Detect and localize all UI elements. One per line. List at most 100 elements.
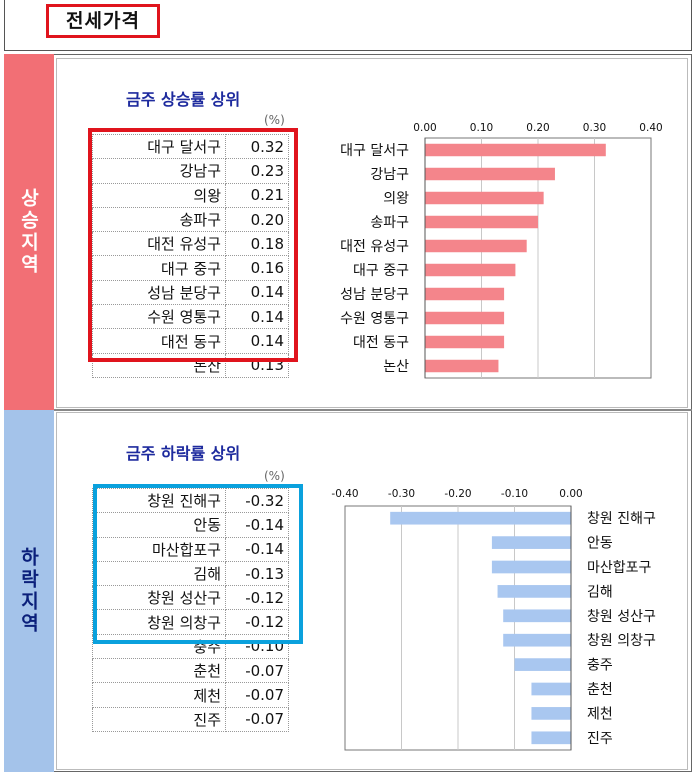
fall-table-row: 진주 -0.07: [92, 706, 289, 732]
rise-chart-category-label: 수원 영통구: [340, 311, 409, 327]
fall-chart-category-label: 제천: [587, 706, 613, 722]
fall-region-name: 제천: [92, 682, 226, 708]
rise-chart-bar: [425, 143, 606, 157]
rise-region-value: 0.18: [225, 231, 289, 257]
fall-chart-tick-label: -0.40: [331, 488, 358, 500]
fall-table: 창원 진해구 -0.32 안동 -0.14 마산합포구 -0.14 김해 -0.13 창원 성산…: [92, 487, 289, 732]
fall-chart-category-label: 충주: [587, 658, 613, 674]
rise-table-row: 논산 0.13: [92, 352, 289, 378]
rise-chart-bar: [425, 359, 499, 373]
rise-chart-bar: [425, 191, 544, 205]
rise-table-row: 대전 유성구 0.18: [92, 231, 289, 257]
fall-region-name: 창원 의창구: [92, 609, 226, 635]
fall-chart-category-label: 창원 의창구: [587, 633, 656, 649]
fall-chart-category-label: 마산합포구: [587, 560, 652, 576]
rise-chart-category-label: 대전 유성구: [340, 239, 409, 255]
rise-table-row: 수원 영통구 0.14: [92, 304, 289, 330]
rise-chart-category-label: 의왕: [383, 191, 409, 207]
page-title: 전세가격: [46, 4, 160, 38]
fall-chart-category-label: 진주: [587, 731, 613, 747]
rise-region-value: 0.20: [225, 206, 289, 233]
fall-region-value: -0.12: [225, 609, 289, 635]
fall-region-name: 김해: [92, 560, 226, 587]
rise-chart-tick-label: 0.30: [583, 122, 606, 134]
fall-region-value: -0.07: [225, 682, 289, 708]
rise-region-value: 0.32: [225, 133, 289, 160]
rise-table-row: 성남 분당구 0.14: [92, 279, 289, 306]
rise-chart-bar: [425, 311, 505, 325]
fall-chart-bar: [497, 585, 571, 598]
fall-table-row: 창원 의창구 -0.12: [92, 609, 289, 635]
fall-chart-category-label: 창원 진해구: [587, 511, 656, 527]
header-bar: [4, 0, 692, 51]
rise-band: 상승지역: [4, 54, 54, 410]
fall-chart-tick-label: -0.10: [501, 488, 528, 500]
rise-chart-bar: [425, 263, 516, 277]
fall-region-value: -0.14: [225, 536, 289, 562]
rise-region-name: 대전 유성구: [92, 231, 226, 257]
fall-region-name: 춘천: [92, 658, 226, 684]
fall-region-name: 창원 성산구: [92, 585, 226, 611]
fall-chart-tick-label: 0.00: [559, 488, 582, 500]
rise-table-row: 대구 중구 0.16: [92, 255, 289, 281]
fall-chart-bar: [531, 707, 571, 720]
rise-chart-bar: [425, 215, 538, 229]
rise-chart-category-label: 송파구: [370, 215, 409, 231]
fall-table-row: 마산합포구 -0.14: [92, 536, 289, 562]
rise-chart-tick-label: 0.20: [526, 122, 549, 134]
rise-chart-tick-label: 0.10: [470, 122, 493, 134]
fall-band-label: 하락지역: [17, 547, 40, 635]
fall-region-name: 진주: [92, 706, 226, 732]
rise-region-value: 0.16: [225, 255, 289, 281]
fall-section-title: 금주 하락률 상위: [126, 444, 241, 463]
fall-chart-tick-label: -0.20: [444, 488, 471, 500]
fall-table-row: 창원 성산구 -0.12: [92, 585, 289, 611]
rise-region-name: 성남 분당구: [92, 279, 226, 306]
fall-chart-bar: [531, 731, 571, 745]
fall-chart-category-label: 안동: [587, 536, 613, 552]
rise-unit: (%): [264, 113, 285, 127]
rise-chart-bar: [425, 167, 555, 181]
rise-chart-category-label: 대구 달서구: [340, 143, 409, 159]
fall-chart-bar: [514, 658, 571, 671]
rise-region-name: 수원 영통구: [92, 304, 226, 330]
fall-chart-category-label: 창원 성산구: [587, 609, 656, 625]
fall-chart-bar: [390, 511, 571, 525]
rise-region-name: 대구 달서구: [92, 133, 226, 160]
rise-band-label: 상승지역: [17, 188, 40, 276]
fall-chart-bar: [491, 536, 571, 549]
rise-chart-category-label: 성남 분당구: [340, 287, 409, 303]
section-divider: [54, 409, 692, 411]
fall-chart-tick-label: -0.30: [388, 488, 415, 500]
rise-region-value: 0.14: [225, 279, 289, 306]
fall-chart-bar: [503, 633, 571, 647]
rise-chart-category-label: 강남구: [370, 167, 409, 183]
rise-chart-tick-label: 0.40: [639, 122, 662, 134]
rise-region-value: 0.21: [225, 182, 289, 208]
rise-chart-category-label: 논산: [383, 359, 409, 375]
rise-table: 대구 달서구 0.32 강남구 0.23 의왕 0.21 송파구 0.20 대전 유성구 0.18…: [92, 133, 289, 378]
fall-unit: (%): [264, 469, 285, 483]
fall-region-value: -0.14: [225, 512, 289, 538]
rise-region-name: 강남구: [92, 158, 226, 184]
fall-region-value: -0.12: [225, 585, 289, 611]
rise-chart-category-label: 대구 중구: [353, 263, 409, 279]
rise-chart-bar: [425, 239, 527, 253]
fall-chart-bar: [491, 560, 571, 574]
rise-region-value: 0.14: [225, 304, 289, 330]
fall-region-value: -0.07: [225, 658, 289, 684]
rise-section-title: 금주 상승률 상위: [126, 90, 241, 109]
fall-highlight-box: [93, 484, 303, 644]
fall-region-value: -0.07: [225, 706, 289, 732]
rise-region-name: 논산: [92, 352, 226, 378]
rise-chart-bar: [425, 287, 505, 301]
fall-table-row: 김해 -0.13: [92, 560, 289, 587]
fall-chart-bar: [531, 682, 571, 696]
rise-region-value: 0.14: [225, 328, 289, 354]
fall-table-row: 춘천 -0.07: [92, 658, 289, 684]
rise-chart-category-label: 대전 동구: [353, 335, 409, 351]
rise-table-row: 의왕 0.21: [92, 182, 289, 208]
fall-chart-bar: [503, 609, 571, 623]
rise-region-name: 의왕: [92, 182, 226, 208]
